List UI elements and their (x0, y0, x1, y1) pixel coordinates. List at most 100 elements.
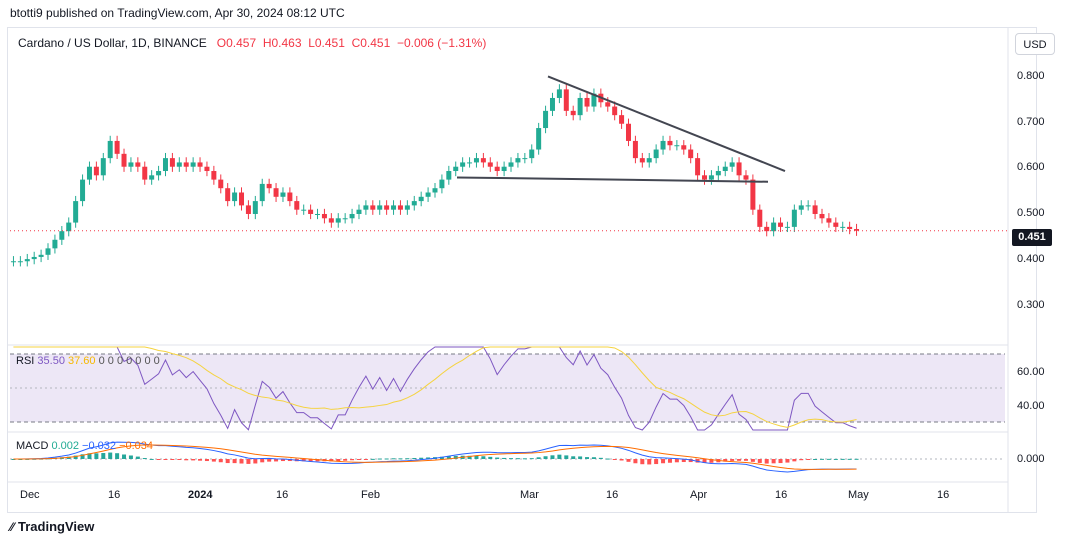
macd-histogram-bar (80, 454, 85, 459)
tradingview-brand[interactable]: ⁄⁄ TradingView (10, 519, 94, 534)
high-value: H0.463 (262, 36, 302, 50)
macd-histogram-bar (495, 457, 500, 459)
macd-histogram-bar (170, 459, 175, 460)
macd-histogram-bar (481, 456, 486, 459)
rsi-ma-line (13, 346, 857, 428)
macd-histogram-bar (647, 459, 652, 465)
macd-histogram-bar (571, 456, 576, 459)
time-label: 16 (775, 489, 788, 501)
last-price-tag: 0.451 (1012, 229, 1052, 246)
macd-histogram-bar (274, 459, 279, 462)
candle-body (114, 140, 120, 154)
candle-body (798, 205, 804, 210)
time-label: 16 (606, 489, 619, 501)
macd-histogram-bar (128, 455, 133, 459)
macd-histogram-bar (149, 458, 154, 460)
price-axis-label: 0.700 (1017, 116, 1045, 128)
candle-body (308, 209, 314, 214)
macd-histogram-bar (626, 459, 631, 462)
candle-body (632, 140, 638, 159)
macd-line-value: −0.032 (82, 440, 116, 452)
candle-body (128, 162, 134, 167)
macd-histogram-bar (557, 454, 562, 459)
macd-histogram-bar (709, 459, 714, 463)
candle-body (708, 175, 714, 180)
macd-histogram-bar (799, 459, 804, 461)
macd-histogram-bar (142, 458, 147, 460)
candle-body (31, 256, 37, 260)
rsi-label[interactable]: RSI (16, 355, 35, 367)
macd-histogram-bar (750, 459, 755, 462)
macd-histogram-bar (633, 459, 638, 464)
currency-button[interactable]: USD (1015, 33, 1055, 55)
candle-body (854, 229, 860, 231)
macd-histogram-bar (771, 459, 776, 464)
macd-histogram-bar (723, 459, 728, 462)
ohlc-legend: Cardano / US Dollar, 1D, BINANCE O0.457 … (18, 36, 486, 50)
macd-histogram-bar (605, 458, 610, 460)
candle-body (778, 222, 784, 227)
candle-body (169, 158, 175, 167)
candle-body (315, 213, 321, 215)
candle-body (107, 140, 113, 159)
candle-body (467, 162, 473, 164)
candle-body (245, 205, 251, 214)
macd-histogram-bar (564, 455, 569, 459)
candle-body (791, 209, 797, 227)
candle-body (142, 166, 148, 180)
macd-histogram-bar (163, 459, 168, 460)
candle-body (149, 175, 155, 180)
candle-body (688, 149, 694, 159)
macd-signal-value: −0.034 (119, 440, 154, 452)
macd-histogram-bar (101, 453, 106, 459)
macd-histogram-bar (225, 459, 230, 464)
macd-histogram-bar (840, 458, 845, 460)
candle-body (24, 259, 30, 262)
candle-body (342, 218, 348, 220)
macd-histogram-bar (343, 459, 348, 461)
macd-histogram-bar (384, 458, 389, 460)
macd-histogram-bar (156, 459, 161, 460)
candle-body (432, 188, 438, 193)
candle-body (266, 183, 272, 189)
candle-body (847, 226, 853, 230)
candle-body (183, 162, 189, 167)
macd-histogram-bar (122, 454, 127, 459)
macd-histogram-bar (135, 456, 140, 459)
macd-histogram-bar (667, 459, 672, 463)
candle-body (584, 97, 590, 107)
support-trendline (456, 176, 769, 183)
candle-body (80, 179, 86, 202)
macd-histogram-bar (502, 457, 507, 459)
macd-histogram-bar (232, 459, 237, 464)
time-label: Apr (690, 489, 708, 501)
candle-body (619, 115, 625, 124)
candle-body (135, 162, 141, 167)
time-label: May (848, 489, 869, 501)
candle-body (176, 162, 182, 167)
open-value: O0.457 (216, 36, 257, 50)
macd-label[interactable]: MACD (16, 440, 49, 452)
candle-body (715, 171, 721, 176)
macd-histogram-bar (730, 459, 735, 461)
candle-body (702, 175, 708, 180)
macd-histogram-bar (267, 459, 272, 462)
candle-body (52, 239, 58, 249)
macd-histogram-bar (350, 459, 355, 461)
candle-body (10, 261, 16, 263)
rsi-extra: 0 0 0 0 0 0 0 (98, 355, 160, 367)
candle-body (556, 89, 562, 98)
candle-body (211, 171, 217, 180)
symbol-label[interactable]: Cardano / US Dollar, 1D, BINANCE (18, 36, 207, 50)
candle-body (239, 192, 245, 206)
candle-body (232, 192, 238, 202)
macd-histogram-bar (391, 458, 396, 460)
macd-histogram-bar (785, 459, 790, 463)
macd-histogram-bar (246, 459, 251, 464)
chart-panel[interactable] (7, 27, 1037, 513)
candle-body (736, 162, 742, 176)
macd-histogram-bar (446, 456, 451, 459)
macd-histogram-bar (640, 459, 645, 465)
macd-histogram-bar (453, 455, 458, 459)
